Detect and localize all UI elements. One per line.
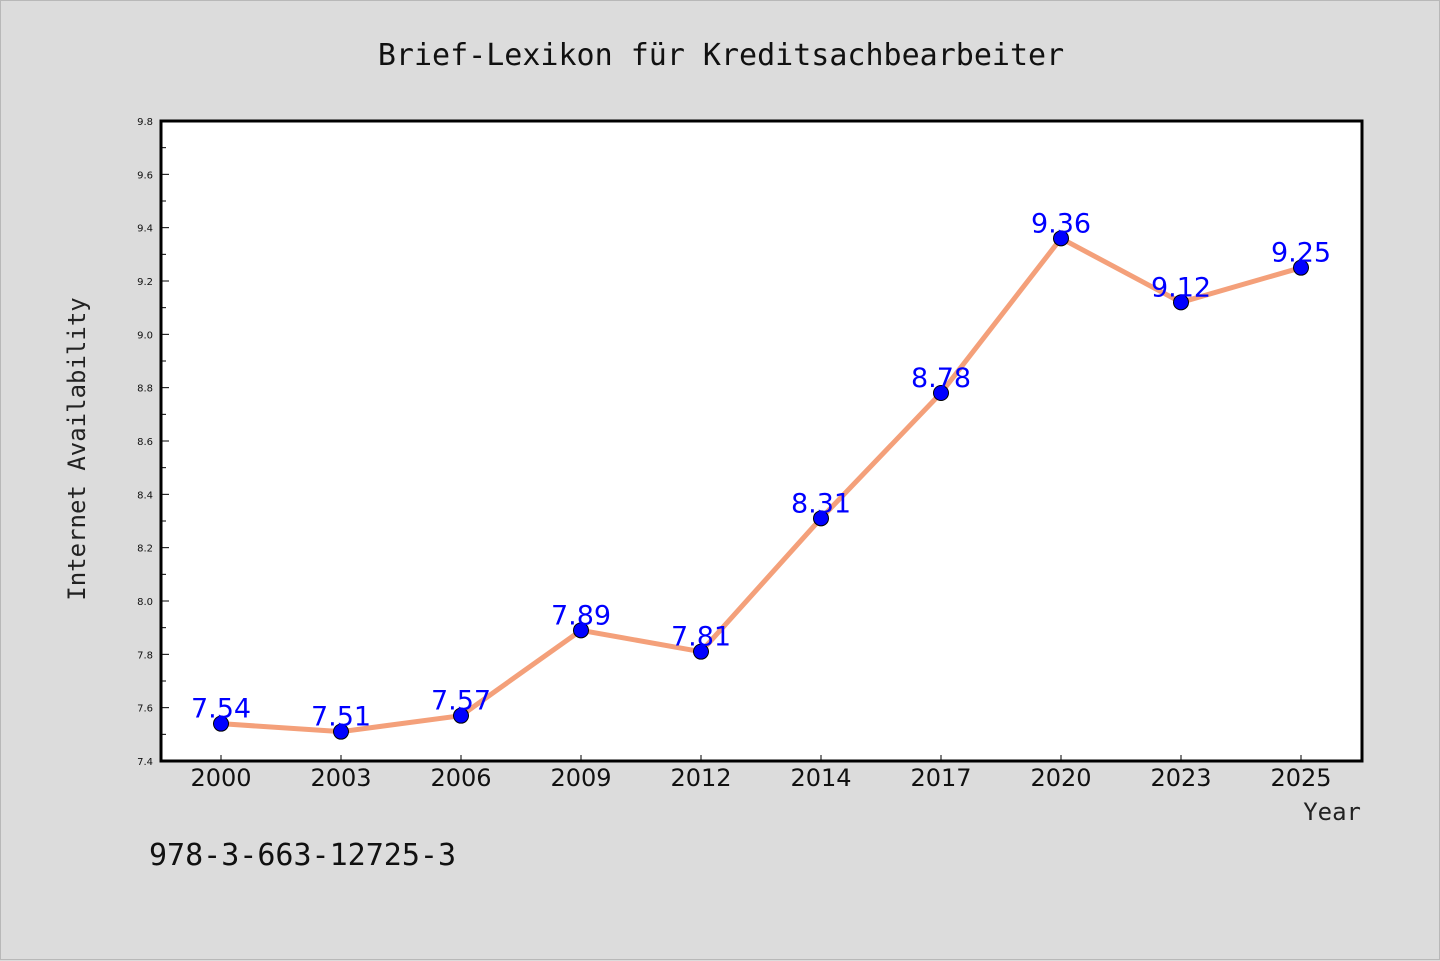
data-label: 7.81: [671, 622, 731, 653]
y-tick-label: 7.6: [137, 704, 153, 715]
x-axis: 2000 2003 2006 2009 2012 2014 2017 2020 2023 2025: [190, 755, 1332, 792]
series-line: [218, 235, 1304, 735]
data-label: 8.78: [911, 363, 971, 394]
x-axis-label: Year: [1303, 798, 1361, 826]
data-label: 9.12: [1151, 272, 1211, 303]
data-point-marker: [333, 723, 349, 740]
data-point-marker: [573, 622, 589, 639]
x-tick-label: 2012: [670, 764, 731, 792]
x-tick-label: 2014: [790, 764, 851, 792]
data-point-marker: [453, 707, 469, 724]
y-tick-label: 8.0: [137, 597, 153, 608]
footer-isbn: 978-3-663-12725-3: [149, 838, 456, 873]
data-label: 9.36: [1031, 208, 1091, 239]
y-tick-label: 8.8: [137, 384, 153, 395]
marker-group: [213, 230, 1309, 740]
x-tick-label: 2025: [1270, 764, 1331, 792]
y-tick-label: 9.2: [137, 277, 153, 288]
data-point-marker: [1173, 294, 1189, 311]
y-tick-label: 7.4: [137, 757, 153, 768]
data-label-group: 7.54 7.51 7.57 7.89 7.81 8.31 8.78 9.36 9.12 9.25: [191, 208, 1331, 732]
x-tick-label: 2006: [430, 764, 491, 792]
data-point-marker: [1293, 259, 1309, 276]
y-tick-label: 8.6: [137, 437, 153, 448]
y-tick-label: 9.8: [137, 117, 153, 128]
data-point-marker: [933, 385, 949, 401]
x-tick-label: 2003: [310, 764, 371, 792]
chart-title: Brief-Lexikon für Kreditsachbearbeiter: [378, 38, 1064, 73]
data-point-marker: [213, 715, 229, 732]
data-label: 7.51: [311, 702, 371, 733]
y-axis-label: Internet Availability: [63, 297, 91, 600]
data-label: 7.54: [191, 694, 251, 725]
data-point-marker: [1053, 230, 1069, 247]
data-label: 7.57: [431, 686, 491, 717]
y-tick-label: 9.6: [137, 170, 153, 181]
x-tick-label: 2009: [550, 764, 611, 792]
data-label: 7.89: [551, 600, 611, 631]
x-tick-label: 2017: [910, 764, 971, 792]
x-tick-label: 2000: [190, 764, 251, 792]
y-axis: 7.4 7.6 7.8 8.0 8.2 8.4 8.6 8.8 9.0 9.2 9.4 9.6 9.8: [137, 117, 169, 768]
y-tick-label: 8.2: [137, 544, 153, 555]
data-label: 9.25: [1271, 238, 1331, 269]
data-point-marker: [813, 510, 829, 527]
series-line-group: [218, 235, 1304, 735]
x-tick-label: 2023: [1150, 764, 1211, 792]
x-tick-label: 2020: [1030, 764, 1091, 792]
y-tick-label: 9.0: [137, 330, 153, 341]
data-label: 8.31: [791, 488, 851, 519]
data-point-marker: [693, 643, 709, 660]
y-tick-label: 8.4: [137, 490, 153, 501]
y-tick-label: 7.8: [137, 650, 153, 661]
plot-area: [159, 119, 1364, 763]
y-tick-label: 9.4: [137, 224, 153, 235]
